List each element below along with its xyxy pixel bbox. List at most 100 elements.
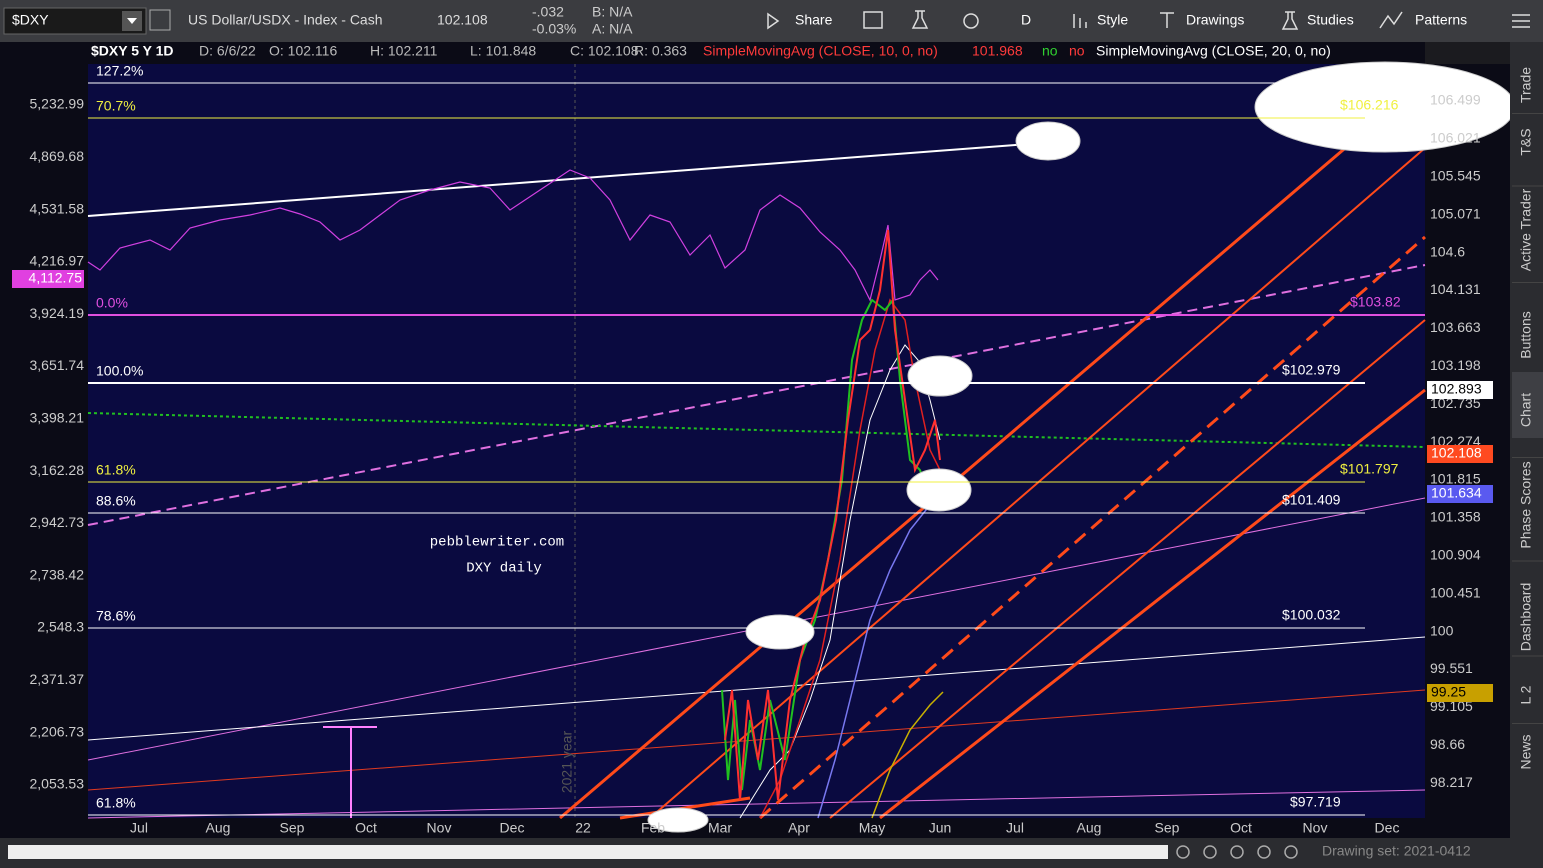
- style-button[interactable]: Style: [1097, 12, 1128, 28]
- right-axis-label: 106.021: [1430, 130, 1481, 146]
- right-axis-label: 105.071: [1430, 205, 1481, 221]
- dropdown-arrow: [127, 18, 137, 24]
- left-axis-label: 5,232.99: [30, 96, 85, 112]
- flag: no: [1069, 43, 1085, 59]
- x-axis-label: Nov: [427, 820, 452, 836]
- fib-pct: 70.7%: [96, 98, 136, 114]
- x-axis-label: Sep: [1155, 820, 1180, 836]
- fib-price: $101.409: [1282, 492, 1341, 508]
- zoom-reset[interactable]: [1203, 845, 1217, 859]
- channel-line: [559, 78, 1426, 820]
- share-icon: [767, 12, 780, 30]
- x-axis-label: Apr: [788, 820, 810, 836]
- trend-line: [87, 139, 1081, 217]
- trend-line: [87, 789, 1426, 819]
- fib-price: $101.797: [1340, 461, 1399, 477]
- right-axis-label: 101.815: [1430, 471, 1481, 487]
- sma10-value: 101.968: [972, 43, 1023, 59]
- side-tab[interactable]: Buttons: [1518, 311, 1534, 358]
- expand[interactable]: [1284, 845, 1298, 859]
- pan[interactable]: [1257, 845, 1271, 859]
- left-axis-label: 4,216.97: [30, 253, 85, 269]
- studies-button[interactable]: Studies: [1307, 12, 1354, 28]
- right-axis-label: 104.131: [1430, 281, 1481, 297]
- side-tab[interactable]: Chart: [1518, 393, 1534, 427]
- share-button[interactable]: Share: [795, 12, 833, 28]
- price-badge: [1427, 445, 1493, 463]
- x-axis-label: Oct: [1230, 820, 1252, 836]
- left-axis-label: 3,398.21: [30, 410, 85, 426]
- high: H: 102.211: [370, 43, 438, 59]
- range: R: 0.363: [634, 43, 687, 59]
- x-axis-label: Jul: [1006, 820, 1024, 836]
- x-axis-label: Aug: [1077, 820, 1102, 836]
- fib-price: $102.979: [1282, 362, 1341, 378]
- right-axis-label: 103.198: [1430, 357, 1481, 373]
- style-icon: [1073, 14, 1087, 28]
- side-tab[interactable]: Active Trader: [1518, 188, 1534, 271]
- fib-price: $97.719: [1290, 794, 1341, 810]
- ellipse: [647, 807, 709, 833]
- trend-line: [87, 636, 1426, 741]
- left-axis-label: 2,053.53: [30, 776, 85, 792]
- drawings-icon: [1160, 12, 1174, 28]
- side-tab[interactable]: Trade: [1518, 67, 1534, 103]
- left-axis-label: 3,924.19: [30, 305, 85, 321]
- left-axis-label: 2,738.42: [30, 566, 85, 582]
- x-axis: [0, 818, 1510, 838]
- side-tab[interactable]: News: [1518, 734, 1534, 769]
- ellipse: [1015, 121, 1081, 161]
- left-axis-label: 3,162.28: [30, 462, 85, 478]
- zoom-in[interactable]: [1230, 845, 1244, 859]
- fib-price: $106.216: [1340, 97, 1399, 113]
- right-axis-label: 100: [1430, 622, 1454, 638]
- studies-icon: [1281, 11, 1299, 30]
- snapshot-icon[interactable]: [863, 11, 883, 29]
- channel-line: [649, 147, 1426, 819]
- link-icon[interactable]: [149, 9, 171, 31]
- ellipse: [745, 614, 815, 650]
- menu-icon[interactable]: [1512, 14, 1530, 28]
- x-axis-label: Jun: [929, 820, 952, 836]
- sidebar: [1510, 42, 1543, 838]
- date: D: 6/6/22: [199, 43, 256, 59]
- sma20: SimpleMovingAvg (CLOSE, 20, 0, no): [1096, 43, 1331, 59]
- x-axis-label: Jul: [130, 820, 148, 836]
- fib-pct: 88.6%: [96, 493, 136, 509]
- price-badge: [1427, 381, 1493, 399]
- trend-line: [87, 412, 1426, 448]
- right-axis-label: 103.663: [1430, 319, 1481, 335]
- side-tab[interactable]: L 2: [1518, 685, 1534, 704]
- right-axis-label: 105.545: [1430, 168, 1481, 184]
- last-price: 102.108: [437, 12, 488, 28]
- x-axis-label: May: [859, 820, 885, 836]
- tab-active: [1512, 372, 1543, 438]
- symbol: $DXY: [12, 12, 49, 28]
- settings-icon[interactable]: [963, 13, 979, 29]
- year-label: 2021 year: [559, 731, 575, 794]
- change-pct: -0.03%: [532, 21, 576, 37]
- drawings-button[interactable]: Drawings: [1186, 12, 1244, 28]
- open: O: 102.116: [269, 43, 337, 59]
- zoom-out[interactable]: [1176, 845, 1190, 859]
- patterns-button[interactable]: Patterns: [1415, 12, 1467, 28]
- x-axis-label: Feb: [641, 820, 665, 836]
- side-tab[interactable]: T&S: [1518, 128, 1534, 155]
- price-badge-text: 102.893: [1431, 381, 1482, 397]
- left-badge-text: 4,112.75: [29, 270, 83, 286]
- lab-icon[interactable]: [911, 10, 929, 29]
- fib-pct: 61.8%: [96, 462, 136, 478]
- right-axis-label: 106.499: [1430, 92, 1481, 108]
- left-axis-label: 3,651.74: [30, 357, 85, 373]
- watermark: DXY daily: [466, 561, 542, 577]
- left-axis-label: 2,371.37: [30, 671, 85, 687]
- scroll-track[interactable]: [8, 845, 1168, 859]
- price-badge-text: 101.634: [1431, 485, 1482, 501]
- side-tab[interactable]: Phase Scores: [1518, 461, 1534, 548]
- channel-line: [879, 388, 1426, 820]
- right-axis-label: 100.904: [1430, 547, 1481, 563]
- ellipse: [906, 468, 972, 512]
- period-button[interactable]: D: [1021, 12, 1031, 28]
- side-tab[interactable]: Dashboard: [1518, 583, 1534, 652]
- left-axis-label: 2,942.73: [30, 514, 85, 530]
